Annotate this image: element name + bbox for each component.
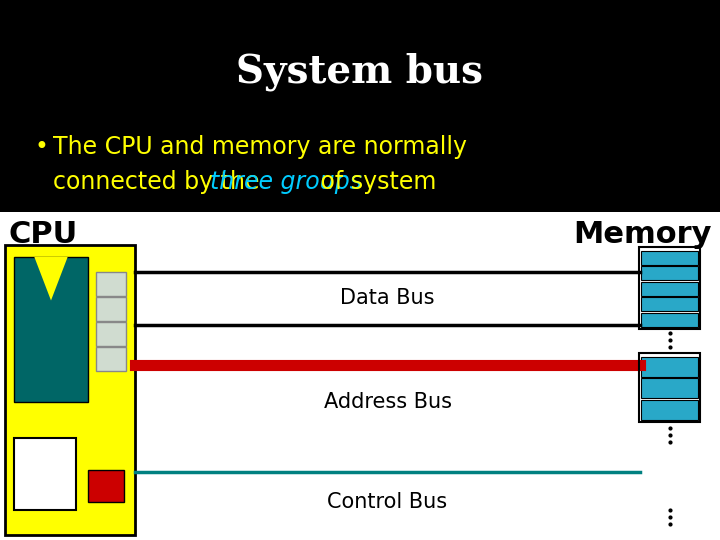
Bar (5, 245, 135, 535)
Text: The CPU and memory are normally: The CPU and memory are normally (53, 135, 467, 159)
Text: CPU: CPU (8, 220, 77, 249)
Bar (641, 251, 698, 265)
Bar (14, 438, 76, 510)
Bar (96, 272, 126, 296)
Text: Memory: Memory (574, 220, 712, 249)
Bar (641, 400, 698, 420)
Text: Data Bus: Data Bus (341, 288, 435, 308)
Text: •: • (35, 135, 49, 159)
Text: Address Bus: Address Bus (323, 392, 451, 412)
Polygon shape (35, 257, 68, 300)
Text: of system: of system (313, 170, 436, 194)
Bar (641, 282, 698, 296)
Text: System bus: System bus (236, 53, 484, 91)
Text: three groups: three groups (210, 170, 362, 194)
Bar (641, 313, 698, 327)
Bar (641, 378, 698, 399)
Bar (14, 257, 88, 402)
Text: connected by the: connected by the (53, 170, 267, 194)
Bar (641, 356, 698, 377)
Bar (96, 347, 126, 371)
Bar (88, 470, 124, 502)
Bar (639, 247, 700, 329)
Bar (0, 212, 720, 540)
Bar (96, 322, 126, 346)
Bar (96, 297, 126, 321)
Bar (639, 353, 700, 422)
Bar (641, 266, 698, 280)
Text: Control Bus: Control Bus (328, 492, 448, 512)
Bar (641, 298, 698, 312)
